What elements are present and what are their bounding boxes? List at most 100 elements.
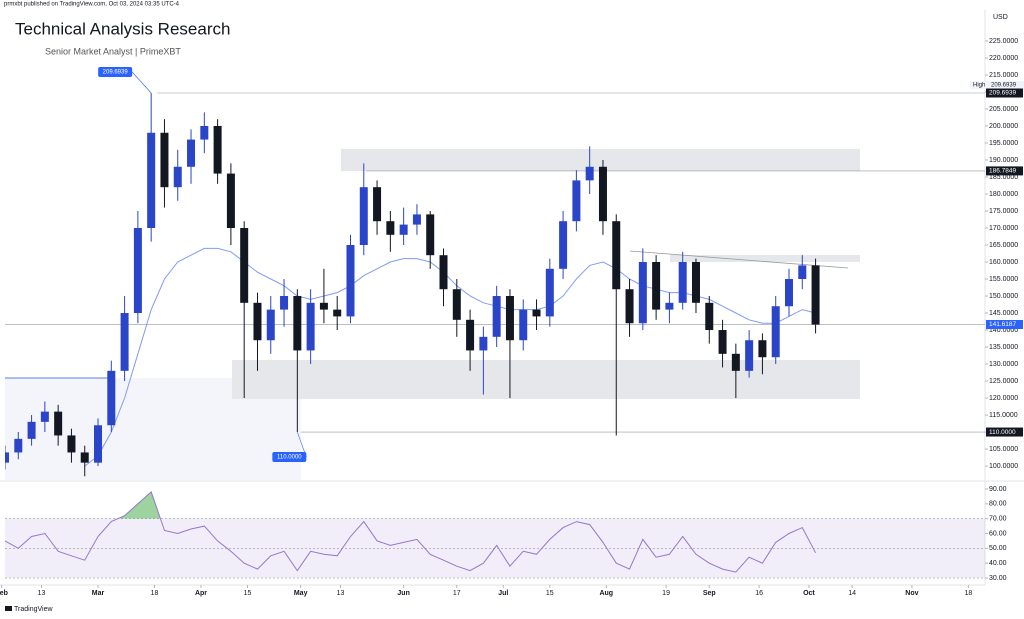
chart-title: Technical Analysis Research <box>15 19 230 38</box>
rsi-tick-label: 70.00 <box>989 516 1007 523</box>
candle-body <box>532 309 541 317</box>
candle-body <box>120 313 129 371</box>
annotation-box <box>272 452 307 463</box>
candle-body <box>399 224 408 235</box>
candle-body <box>280 296 289 310</box>
candle-body <box>758 340 767 358</box>
y-tick-label: 165.0000 <box>989 242 1018 249</box>
candle-body <box>519 309 528 341</box>
candle-body <box>253 302 262 341</box>
price-tag-label: 141.6187 <box>989 321 1016 328</box>
rsi-tick-label: 60.00 <box>989 530 1007 537</box>
candle-body <box>213 125 222 174</box>
price-tag-label: 209.6939 <box>989 90 1016 97</box>
candle-body <box>133 227 142 314</box>
x-tick-label: Nov <box>905 590 918 597</box>
footer: TradingView <box>14 606 53 613</box>
x-tick-label: Oct <box>803 590 815 597</box>
candle-body <box>585 166 594 181</box>
candle-body <box>625 289 634 324</box>
rsi-overbought-fill <box>117 491 161 519</box>
logo-mark <box>5 606 12 611</box>
y-tick-label: 155.0000 <box>989 276 1018 283</box>
candle-body <box>665 302 674 310</box>
price-tag-label: 186.7849 <box>989 168 1016 175</box>
y-tick-label: 125.0000 <box>989 378 1018 385</box>
candle-body <box>466 319 475 351</box>
price-tag <box>986 427 1023 437</box>
y-tick-label: 170.0000 <box>989 225 1018 232</box>
high-label: High <box>973 83 985 89</box>
y-tick-label: 220.0000 <box>989 55 1018 62</box>
zone <box>670 255 860 262</box>
annotation-leader <box>131 71 152 94</box>
y-tick-label: 135.0000 <box>989 344 1018 351</box>
x-tick-label: 15 <box>546 590 554 597</box>
candle-body <box>147 132 156 228</box>
y-tick-label: 200.0000 <box>989 123 1018 130</box>
candle-body <box>14 438 23 453</box>
zone <box>232 360 860 399</box>
y-tick-label: 140.0000 <box>989 327 1018 334</box>
x-tick-label: 13 <box>38 590 46 597</box>
annotation-label: 110.0000 <box>277 455 302 461</box>
candle-body <box>54 411 63 436</box>
candle-body <box>266 309 275 341</box>
candle-body <box>718 330 727 354</box>
plot-area <box>5 92 985 477</box>
candle-body <box>160 132 169 188</box>
x-tick-label: Mar <box>92 590 105 597</box>
candle-body <box>771 306 780 358</box>
x-tick-label: Apr <box>195 590 207 597</box>
candle-body <box>705 302 714 331</box>
price-tag-label: 110.0000 <box>989 429 1016 436</box>
candle-body <box>200 125 209 140</box>
y-tick-label: 185.0000 <box>989 174 1018 181</box>
candle-body <box>226 173 235 228</box>
candle-body <box>731 353 740 371</box>
candle-body <box>386 221 395 235</box>
x-tick-label: Sep <box>703 590 716 597</box>
candle-body <box>187 139 196 167</box>
high-tag <box>970 81 1024 90</box>
candle-body <box>492 296 501 337</box>
x-tick-label: Aug <box>599 590 613 597</box>
published-note: prmxbt published on TradingView.com, Oct… <box>4 2 180 8</box>
candle-body <box>67 435 76 453</box>
candle-body <box>80 452 89 463</box>
y-tick-label: 175.0000 <box>989 208 1018 215</box>
candle-body <box>798 265 807 280</box>
y-tick-label: 105.0000 <box>989 446 1018 453</box>
candle-body <box>785 279 793 307</box>
y-tick-label: 190.0000 <box>989 157 1018 164</box>
candle-body <box>426 214 435 256</box>
candle-body <box>373 187 382 222</box>
x-tick-label: 18 <box>151 590 159 597</box>
candle-body <box>652 262 661 310</box>
candle-body <box>598 166 607 222</box>
y-tick-label: 215.0000 <box>989 72 1018 79</box>
candle-body <box>572 180 581 222</box>
candle-body <box>811 265 820 325</box>
zone <box>341 149 860 171</box>
y-tick-label: 100.0000 <box>989 463 1018 470</box>
price-tag <box>986 166 1023 176</box>
candle-body <box>559 221 568 269</box>
candle-body <box>107 370 116 426</box>
candle-body <box>545 268 554 317</box>
annotation-box <box>98 67 133 78</box>
candle-body <box>5 452 9 463</box>
rsi-tick-label: 90.00 <box>989 486 1007 493</box>
annotation-label: 209.6939 <box>103 70 129 76</box>
price-tag <box>986 320 1023 330</box>
x-tick-label: May <box>294 590 308 597</box>
x-tick-label: 16 <box>755 590 763 597</box>
x-tick-label: 13 <box>337 590 345 597</box>
candle-body <box>94 425 103 463</box>
rsi-line <box>4 491 817 573</box>
candle-body <box>678 262 687 303</box>
candle-body <box>638 262 647 324</box>
candle-body <box>173 166 182 188</box>
x-tick-label: Feb <box>0 590 8 597</box>
y-tick-label: 160.0000 <box>989 259 1018 266</box>
